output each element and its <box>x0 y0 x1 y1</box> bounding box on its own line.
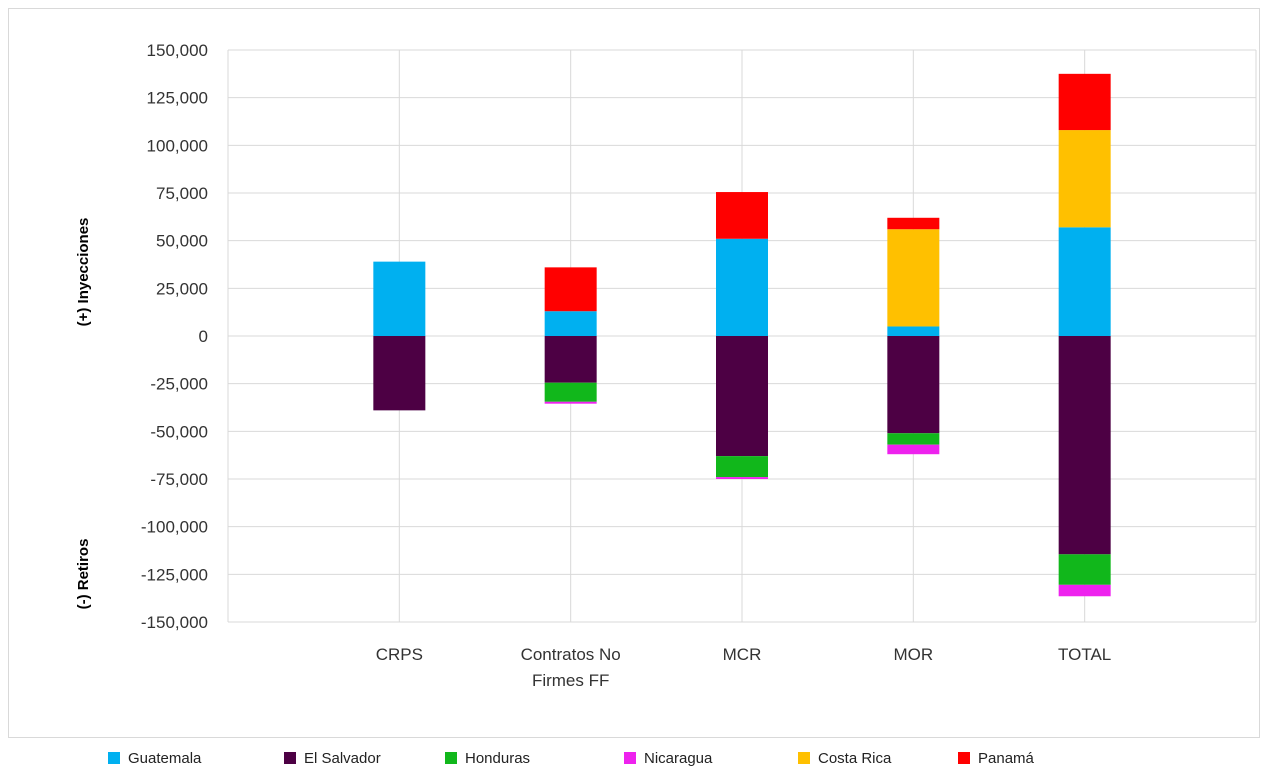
bar-segment <box>716 477 768 479</box>
bars-layer <box>373 73 1111 597</box>
y-tick-label: -150,000 <box>141 613 208 632</box>
y-tick-label: 75,000 <box>156 184 208 203</box>
bar-segment <box>1058 554 1111 585</box>
y-axis-title-top: (+) Inyecciones <box>75 218 92 327</box>
x-tick-label: Firmes FF <box>532 671 609 690</box>
bar-segment <box>373 336 426 411</box>
bar-segment <box>887 326 940 336</box>
y-tick-label: -125,000 <box>141 565 208 584</box>
bar-segment <box>544 267 597 312</box>
bar-segment <box>544 401 597 404</box>
legend-label: El Salvador <box>304 749 381 767</box>
x-tick-label: CRPS <box>376 645 423 664</box>
stacked-bar-chart: -150,000 -125,000 -100,000 -75,000 -50,000 -2… <box>75 41 1257 690</box>
x-tick-label: MOR <box>893 645 933 664</box>
bar-segment <box>1058 73 1111 131</box>
x-tick-label: TOTAL <box>1058 645 1111 664</box>
bar-segment <box>1058 130 1111 228</box>
bar-segment <box>544 382 597 402</box>
bar-segment <box>887 433 940 445</box>
bar-segment <box>716 336 768 457</box>
bar-segment <box>544 311 597 336</box>
labels-layer: -150,000 -125,000 -100,000 -75,000 -50,000 -2… <box>141 41 1111 690</box>
y-tick-label: 100,000 <box>147 136 208 155</box>
legend: Guatemala El Salvador Honduras Nicaragua Cos… <box>108 748 1208 768</box>
legend-item: El Salvador <box>284 748 381 768</box>
legend-item: Costa Rica <box>798 748 891 768</box>
x-tick-label: MCR <box>723 645 762 664</box>
legend-swatch <box>958 752 970 764</box>
bar-segment <box>716 192 768 239</box>
bar-segment <box>716 238 768 336</box>
y-tick-label: -50,000 <box>150 422 208 441</box>
legend-item: Guatemala <box>108 748 201 768</box>
y-tick-label: -100,000 <box>141 518 208 537</box>
legend-item: Nicaragua <box>624 748 712 768</box>
bar-segment <box>887 336 940 434</box>
bar-segment <box>1058 336 1111 555</box>
bar-segment <box>887 229 940 327</box>
bar-segment <box>373 261 426 336</box>
legend-swatch <box>445 752 457 764</box>
bar-segment <box>544 336 597 383</box>
legend-label: Nicaragua <box>644 749 713 767</box>
legend-item: Panamá <box>958 748 1034 768</box>
legend-label: Guatemala <box>128 749 202 767</box>
bar-segment <box>1058 584 1111 597</box>
legend-label: Panamá <box>978 749 1034 767</box>
bar-segment <box>716 456 768 478</box>
bar-segment <box>887 217 940 230</box>
y-tick-label: 25,000 <box>156 279 208 298</box>
legend-swatch <box>284 752 296 764</box>
bar-segment <box>887 444 940 455</box>
legend-swatch <box>624 752 636 764</box>
legend-swatch <box>108 752 120 764</box>
legend-item: Honduras <box>445 748 530 768</box>
y-tick-label: 125,000 <box>147 89 208 108</box>
y-tick-label: 50,000 <box>156 232 208 251</box>
y-axis-title-bottom: (-) Retiros <box>75 539 92 610</box>
y-tick-label: -25,000 <box>150 375 208 394</box>
legend-label: Costa Rica <box>818 749 892 767</box>
y-tick-label: 0 <box>199 327 208 346</box>
bar-segment <box>1058 227 1111 336</box>
y-tick-label: 150,000 <box>147 41 208 60</box>
y-tick-label: -75,000 <box>150 470 208 489</box>
chart-frame <box>8 8 1260 738</box>
legend-swatch <box>798 752 810 764</box>
x-tick-label: Contratos No <box>521 645 621 664</box>
legend-label: Honduras <box>465 749 531 767</box>
